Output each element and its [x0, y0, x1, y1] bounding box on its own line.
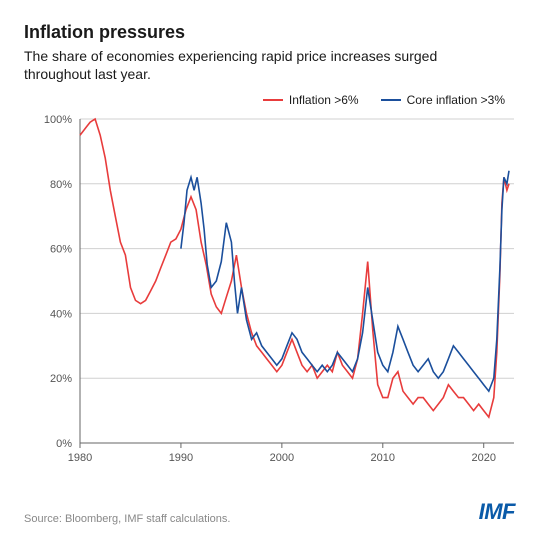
- legend-item-inflation: Inflation >6%: [263, 93, 359, 107]
- svg-text:0%: 0%: [56, 438, 72, 450]
- svg-text:40%: 40%: [50, 309, 72, 321]
- series-Inflation >6%: [80, 119, 509, 417]
- svg-text:2020: 2020: [471, 452, 495, 464]
- svg-text:1990: 1990: [169, 452, 193, 464]
- imf-logo: IMF: [479, 499, 515, 525]
- legend: Inflation >6% Core inflation >3%: [24, 93, 515, 107]
- source-text: Source: Bloomberg, IMF staff calculation…: [24, 513, 230, 525]
- line-chart-svg: 0% 20% 40% 60% 80% 100% 1980 1990 2000 2010 2020: [24, 113, 514, 483]
- svg-text:60%: 60%: [50, 244, 72, 256]
- svg-text:1980: 1980: [68, 452, 92, 464]
- legend-swatch-core: [381, 99, 401, 101]
- legend-label-core: Core inflation >3%: [407, 93, 505, 107]
- chart-area: 0% 20% 40% 60% 80% 100% 1980 1990 2000 2010 2020: [24, 113, 515, 483]
- legend-swatch-inflation: [263, 99, 283, 101]
- svg-text:80%: 80%: [50, 179, 72, 191]
- series-Core inflation >3%: [181, 171, 509, 391]
- legend-item-core: Core inflation >3%: [381, 93, 505, 107]
- legend-label-inflation: Inflation >6%: [289, 93, 359, 107]
- svg-text:2010: 2010: [371, 452, 395, 464]
- chart-title: Inflation pressures: [24, 22, 515, 43]
- svg-text:2000: 2000: [270, 452, 294, 464]
- chart-subtitle: The share of economies experiencing rapi…: [24, 47, 484, 83]
- svg-text:100%: 100%: [44, 114, 72, 126]
- svg-text:20%: 20%: [50, 374, 72, 386]
